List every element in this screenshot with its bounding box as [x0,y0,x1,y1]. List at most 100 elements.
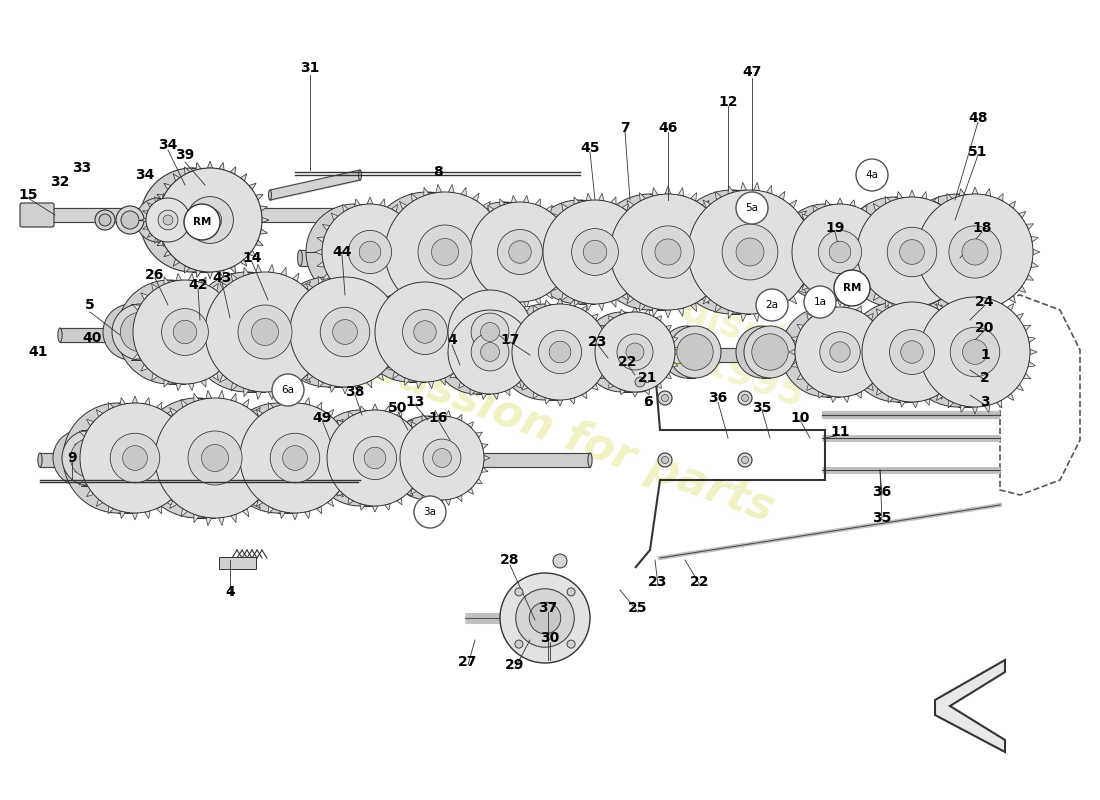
Polygon shape [450,372,456,378]
Polygon shape [912,402,918,408]
Polygon shape [849,298,855,304]
Polygon shape [220,282,227,290]
Ellipse shape [392,442,425,475]
Polygon shape [163,194,166,198]
Ellipse shape [388,222,448,282]
Ellipse shape [438,315,472,349]
Polygon shape [185,266,190,273]
Polygon shape [867,384,873,390]
Polygon shape [449,184,454,193]
Ellipse shape [431,238,459,266]
Polygon shape [173,259,179,266]
Polygon shape [793,225,800,230]
Polygon shape [592,384,598,390]
Polygon shape [944,203,950,210]
Polygon shape [767,186,772,194]
Polygon shape [712,286,719,293]
Polygon shape [196,162,201,170]
Polygon shape [400,330,407,334]
Polygon shape [608,315,614,322]
Polygon shape [360,503,365,510]
Ellipse shape [847,302,947,402]
Polygon shape [960,225,968,230]
Ellipse shape [367,192,487,312]
Polygon shape [806,384,813,390]
Text: 34: 34 [158,138,178,152]
Polygon shape [959,308,965,315]
Polygon shape [620,310,626,315]
Polygon shape [521,384,528,390]
Polygon shape [914,362,922,367]
Polygon shape [230,266,235,273]
Polygon shape [916,274,924,280]
Ellipse shape [140,168,244,272]
Polygon shape [592,337,598,342]
Polygon shape [337,490,343,497]
Polygon shape [293,396,298,403]
Ellipse shape [530,224,586,280]
Ellipse shape [271,434,320,482]
Polygon shape [422,455,429,461]
Ellipse shape [654,239,681,265]
Polygon shape [574,197,580,205]
Polygon shape [374,306,382,311]
Polygon shape [965,237,972,242]
Polygon shape [645,237,652,242]
Polygon shape [556,214,563,221]
Polygon shape [154,197,158,202]
Polygon shape [813,292,818,298]
Polygon shape [201,379,206,387]
Circle shape [529,602,561,634]
Polygon shape [925,398,931,406]
Ellipse shape [364,447,386,469]
Polygon shape [512,195,517,202]
Polygon shape [410,488,417,494]
Polygon shape [1027,362,1035,367]
Polygon shape [715,304,722,313]
Polygon shape [378,262,387,267]
Polygon shape [830,396,836,402]
Polygon shape [1031,262,1038,268]
Polygon shape [997,296,1002,304]
Polygon shape [176,419,184,426]
Polygon shape [449,311,454,320]
Polygon shape [652,188,658,196]
Polygon shape [754,182,759,190]
Polygon shape [416,275,421,282]
Polygon shape [143,210,148,214]
Polygon shape [693,211,702,218]
Polygon shape [390,212,398,219]
Polygon shape [884,349,891,355]
Polygon shape [152,283,157,291]
Text: 51: 51 [968,145,988,159]
Polygon shape [788,262,794,267]
Polygon shape [188,274,194,281]
Polygon shape [182,509,187,517]
Polygon shape [844,396,849,402]
Polygon shape [147,233,152,238]
Polygon shape [965,262,972,267]
Ellipse shape [543,200,647,304]
Polygon shape [657,382,661,389]
Polygon shape [916,224,924,230]
Polygon shape [856,306,861,312]
Polygon shape [715,191,722,200]
Ellipse shape [327,410,424,506]
Ellipse shape [185,302,245,362]
Polygon shape [627,295,635,304]
Polygon shape [377,249,385,255]
Circle shape [414,496,446,528]
Polygon shape [546,205,552,213]
Polygon shape [383,274,392,280]
Polygon shape [546,291,552,299]
Polygon shape [164,277,169,285]
Polygon shape [280,267,286,276]
Ellipse shape [688,190,812,314]
Polygon shape [459,316,464,322]
Ellipse shape [320,307,370,357]
Polygon shape [242,509,249,517]
Polygon shape [693,286,702,293]
Polygon shape [532,350,538,354]
Ellipse shape [905,324,961,380]
Text: 45: 45 [581,141,600,155]
